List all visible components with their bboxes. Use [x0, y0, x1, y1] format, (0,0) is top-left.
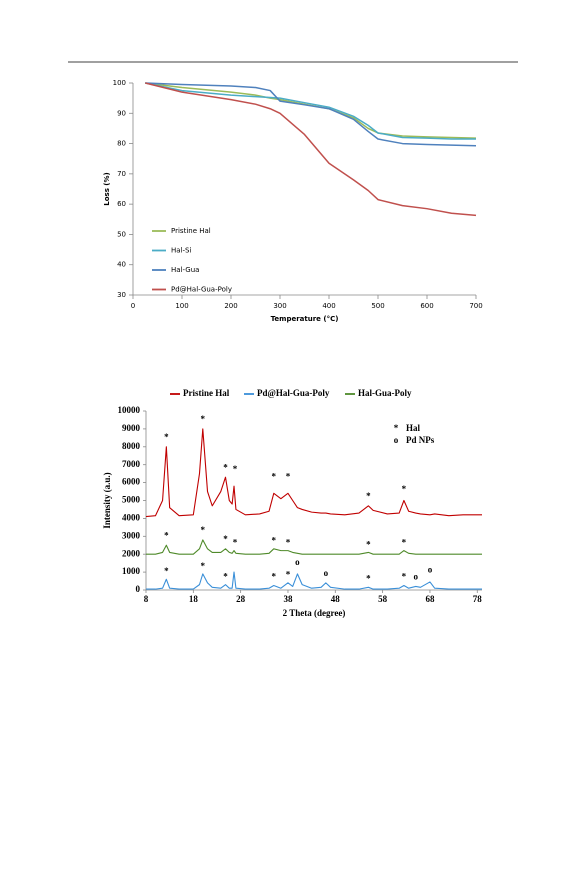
y-tick-label: 60: [117, 200, 126, 208]
x-tick-label: 58: [378, 594, 388, 604]
x-tick-label: 0: [131, 302, 135, 310]
x-tick-label: 48: [331, 594, 341, 604]
legend-label: Hal-Si: [171, 247, 191, 255]
legend-label: Pd@Hal-Gua-Poly: [257, 388, 330, 398]
data-line: [145, 82, 476, 140]
peak-marker: o: [428, 564, 433, 574]
marker-legend-symbol: *: [394, 423, 399, 433]
y-tick-label: 70: [117, 170, 126, 178]
y-tick-label: 1000: [122, 566, 141, 576]
peak-marker: *: [223, 462, 228, 472]
peak-marker: *: [402, 572, 407, 582]
peak-marker: *: [366, 573, 371, 583]
x-tick-label: 8: [144, 594, 149, 604]
x-tick-label: 38: [283, 594, 293, 604]
y-tick-label: 6000: [122, 477, 141, 487]
x-tick-label: 400: [322, 302, 335, 310]
y-tick-label: 40: [117, 261, 126, 269]
legend-label: Pristine Hal: [183, 388, 230, 398]
y-tick-label: 30: [117, 291, 126, 299]
x-tick-label: 18: [189, 594, 199, 604]
y-tick-label: 80: [117, 140, 126, 148]
peak-marker: *: [366, 539, 371, 549]
peak-marker: *: [402, 484, 407, 494]
peak-marker: *: [233, 464, 238, 474]
y-axis-label: Loss (%): [103, 172, 111, 205]
legend-label: Pd@Hal-Gua-Poly: [171, 286, 232, 294]
y-tick-label: 7000: [122, 459, 141, 469]
peak-marker: *: [286, 538, 291, 548]
peak-marker: *: [272, 471, 277, 481]
tga-chart: 30 40 50 60 70 80 90 100 0 100 200 300 400 500 600 700 T…: [103, 79, 483, 323]
peak-marker: *: [286, 570, 291, 580]
y-tick-label: 0: [136, 584, 141, 594]
data-line: [146, 571, 482, 590]
legend-label: Hal-Gua: [171, 266, 199, 274]
x-tick-label: 300: [273, 302, 286, 310]
x-tick-label: 600: [420, 302, 433, 310]
x-axis-label: Temperature (°C): [271, 315, 339, 323]
y-tick-label: 100: [113, 79, 126, 87]
y-tick-label: 5000: [122, 495, 141, 505]
legend-label: Pristine Hal: [171, 227, 211, 235]
x-tick-label: 100: [175, 302, 188, 310]
peak-marker: *: [201, 414, 206, 424]
y-tick-label: 90: [117, 109, 126, 117]
peak-marker: *: [164, 432, 169, 442]
x-tick-label: 68: [425, 594, 435, 604]
peak-marker: *: [201, 561, 206, 571]
data-line: [145, 428, 482, 518]
x-tick-label: 200: [224, 302, 237, 310]
peak-marker: *: [164, 566, 169, 576]
y-tick-label: 10000: [118, 405, 141, 415]
data-line: [146, 539, 482, 555]
marker-legend-symbol: o: [394, 435, 399, 445]
peak-marker: *: [223, 534, 228, 544]
x-tick-label: 700: [469, 302, 482, 310]
peak-marker: *: [201, 525, 206, 535]
data-line: [145, 82, 477, 147]
marker-legend-label: Pd NPs: [406, 435, 435, 445]
legend-label: Hal-Gua-Poly: [358, 388, 412, 398]
xrd-chart: 0 1000 2000 3000 4000 5000 6000 7000 8000 9000 100…: [102, 388, 482, 618]
peak-marker: *: [286, 471, 291, 481]
peak-marker: *: [223, 572, 228, 582]
y-tick-label: 9000: [122, 423, 141, 433]
y-tick-label: 3000: [122, 530, 141, 540]
y-tick-label: 4000: [122, 512, 141, 522]
y-axis-label: Intensity (a.u.): [102, 472, 112, 528]
peak-marker: *: [272, 536, 277, 546]
peak-marker: *: [272, 572, 277, 582]
marker-legend-label: Hal: [406, 423, 421, 433]
x-tick-label: 28: [236, 594, 246, 604]
data-line: [145, 82, 477, 217]
peak-marker: o: [413, 572, 418, 582]
x-axis-label: 2 Theta (degree): [283, 608, 346, 618]
y-tick-label: 8000: [122, 441, 141, 451]
y-tick-label: 2000: [122, 548, 141, 558]
peak-marker: *: [366, 491, 371, 501]
y-tick-label: 50: [117, 230, 126, 238]
peak-marker: *: [233, 538, 238, 548]
peak-marker: o: [295, 557, 300, 567]
x-tick-label: 78: [473, 594, 483, 604]
x-tick-label: 500: [371, 302, 384, 310]
peak-marker: *: [402, 538, 407, 548]
peak-marker: o: [324, 568, 329, 578]
peak-marker: *: [164, 530, 169, 540]
